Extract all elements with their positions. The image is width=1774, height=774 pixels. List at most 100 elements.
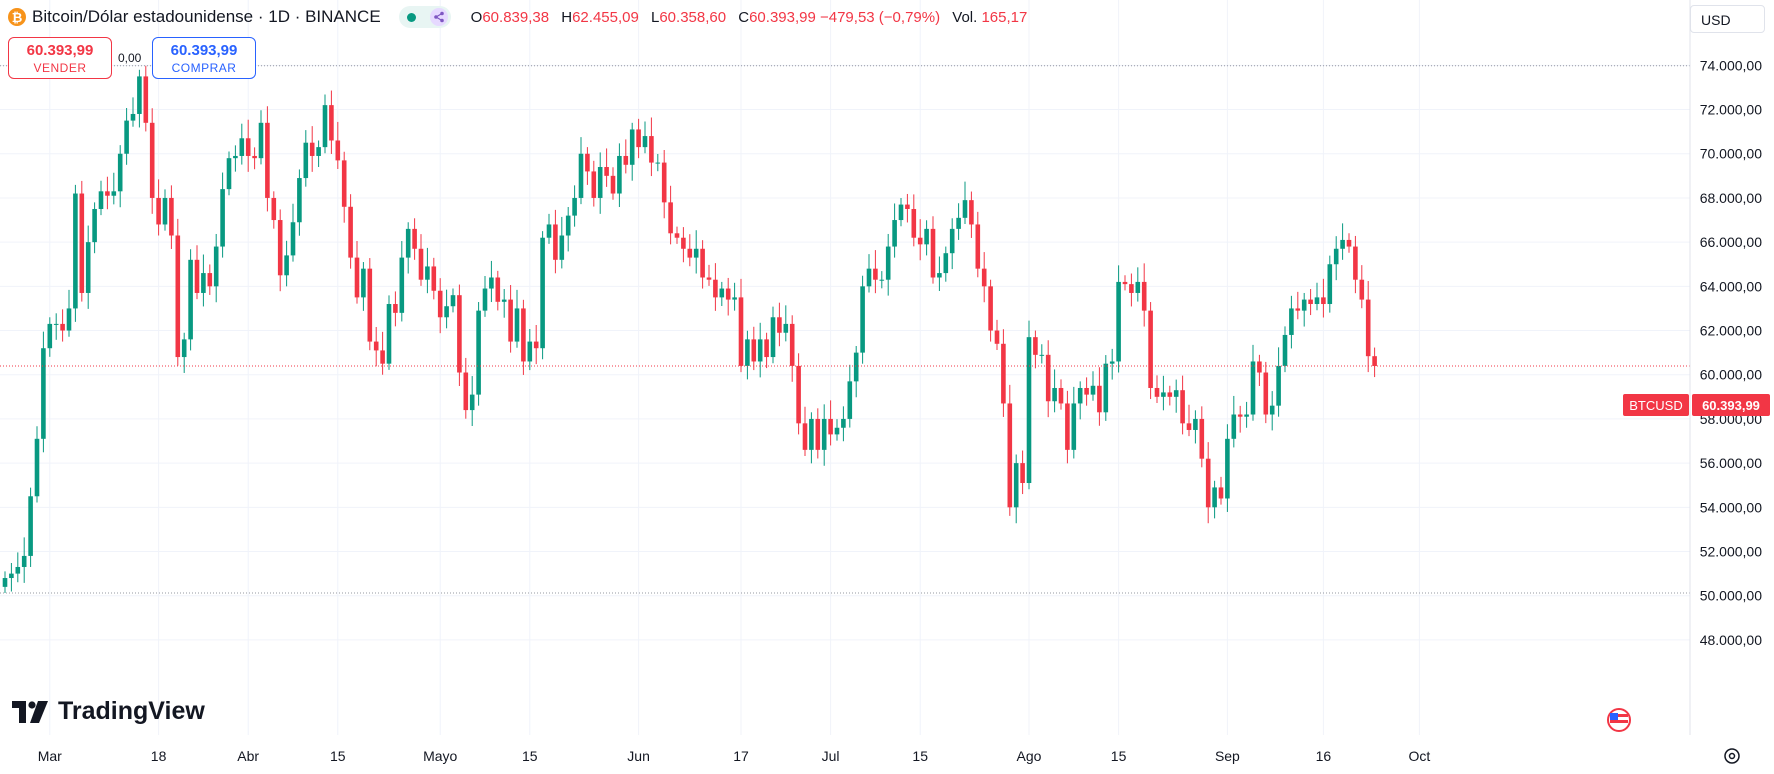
time-axis[interactable]: Mar 18 Abr 15 Mayo 15 Jun 17 Jul 15 Ago 15 Sep 16 Oct [38,748,1431,764]
candle-body [220,189,225,247]
candle-body [271,197,277,221]
candle-body [329,105,334,141]
price-axis[interactable]: 48.000,00 50.000,00 52.000,00 54.000,00 56.0… [1700,57,1762,648]
candle-body [175,235,181,358]
candle-body [1084,387,1089,395]
candle-body [1295,308,1301,311]
candle-body [514,308,520,342]
ohlc-values: O60.839,38 H62.455,09 L60.358,60 C60.393… [471,9,1036,26]
y-tick-label: 60.000,00 [1700,367,1762,383]
us-market-flag-icon[interactable] [1607,708,1631,732]
candle-body [28,496,33,556]
candle-body [1346,239,1352,247]
y-tick-label: 66.000,00 [1700,234,1762,250]
candle-body [649,136,654,163]
candle-body [591,171,597,198]
high-value: 62.455,09 [572,8,639,26]
candle-body [585,153,590,172]
candle-body [681,237,686,249]
candle-body [597,167,603,198]
open-value: 60.839,38 [482,8,550,26]
candle-body [1167,392,1173,397]
y-tick-label: 74.000,00 [1700,57,1762,73]
candle-body [489,277,494,289]
candle-body [1173,390,1179,397]
candle-body [1263,372,1269,415]
candle-body [41,348,46,439]
candle-body [98,191,104,209]
candle-body [482,288,488,311]
share-icon[interactable] [429,8,448,26]
candle-body [853,352,859,382]
sell-button[interactable]: 60.393,99 VENDER [8,37,112,79]
candle-body [796,365,801,424]
tradingview-logo[interactable]: TradingView [12,697,205,726]
buy-label: COMPRAR [171,61,237,75]
market-status-pill[interactable] [398,6,451,28]
candle-body [1161,392,1166,397]
candle-body [431,266,437,291]
buy-button[interactable]: 60.393,99 COMPRAR [152,37,256,79]
candle-body [265,122,270,198]
candle-body [873,268,878,280]
candle-body [1045,354,1051,402]
candle-body [661,162,667,203]
candle-body [1039,354,1045,356]
candle-body [66,308,72,331]
candle-body [137,76,142,114]
symbol-title[interactable]: Bitcoin/Dólar estadounidense · 1D · BINA… [32,7,381,26]
candle-body [546,224,552,238]
candle-body [354,257,360,298]
candle-body [92,208,97,243]
candle-body [1154,387,1160,397]
candle-body [297,178,302,223]
settings-icon[interactable] [1724,748,1740,764]
candle-body [290,222,296,256]
x-tick-label: 15 [522,748,538,764]
candle-body [1257,361,1262,373]
candle-body [233,155,238,159]
candle-body [847,381,853,419]
candle-body [821,418,827,450]
candle-body [9,573,14,579]
candle-body [341,160,347,207]
currency-select[interactable]: USD [1690,5,1765,33]
candle-body [841,418,846,428]
candle-body [521,308,526,362]
candle-body [981,268,987,287]
candle-body [757,339,763,362]
candle-body [1052,387,1057,402]
candle-body [674,233,680,238]
x-tick-label: 18 [151,748,167,764]
candle-body [885,246,891,280]
candle-body [393,304,398,313]
last-price-label: 60.393,99 [1702,398,1760,413]
candle-body [1212,487,1217,508]
y-tick-label: 56.000,00 [1700,455,1762,471]
y-tick-label: 50.000,00 [1700,588,1762,604]
candle-body [1077,387,1083,404]
candle-body [725,288,731,300]
candle-body [892,220,897,247]
x-tick-label: Sep [1215,748,1240,764]
x-tick-label: Jun [627,748,650,764]
candle-body [1244,414,1249,417]
candle-body [879,279,885,281]
candle-body [60,323,65,331]
candle-body [533,341,539,349]
candle-body [124,120,129,154]
candle-body [655,162,661,164]
y-tick-label: 64.000,00 [1700,278,1762,294]
candle-body [425,266,430,280]
x-tick-label: Mayo [423,748,457,764]
candle-body [1237,414,1243,417]
candle-body [738,297,744,366]
candle-body [181,339,187,358]
candle-body [668,202,673,234]
candle-body [578,153,584,198]
candle-body [924,228,929,245]
candle-body [642,136,648,148]
candle-body [1141,281,1147,311]
candle-body [1020,463,1025,484]
